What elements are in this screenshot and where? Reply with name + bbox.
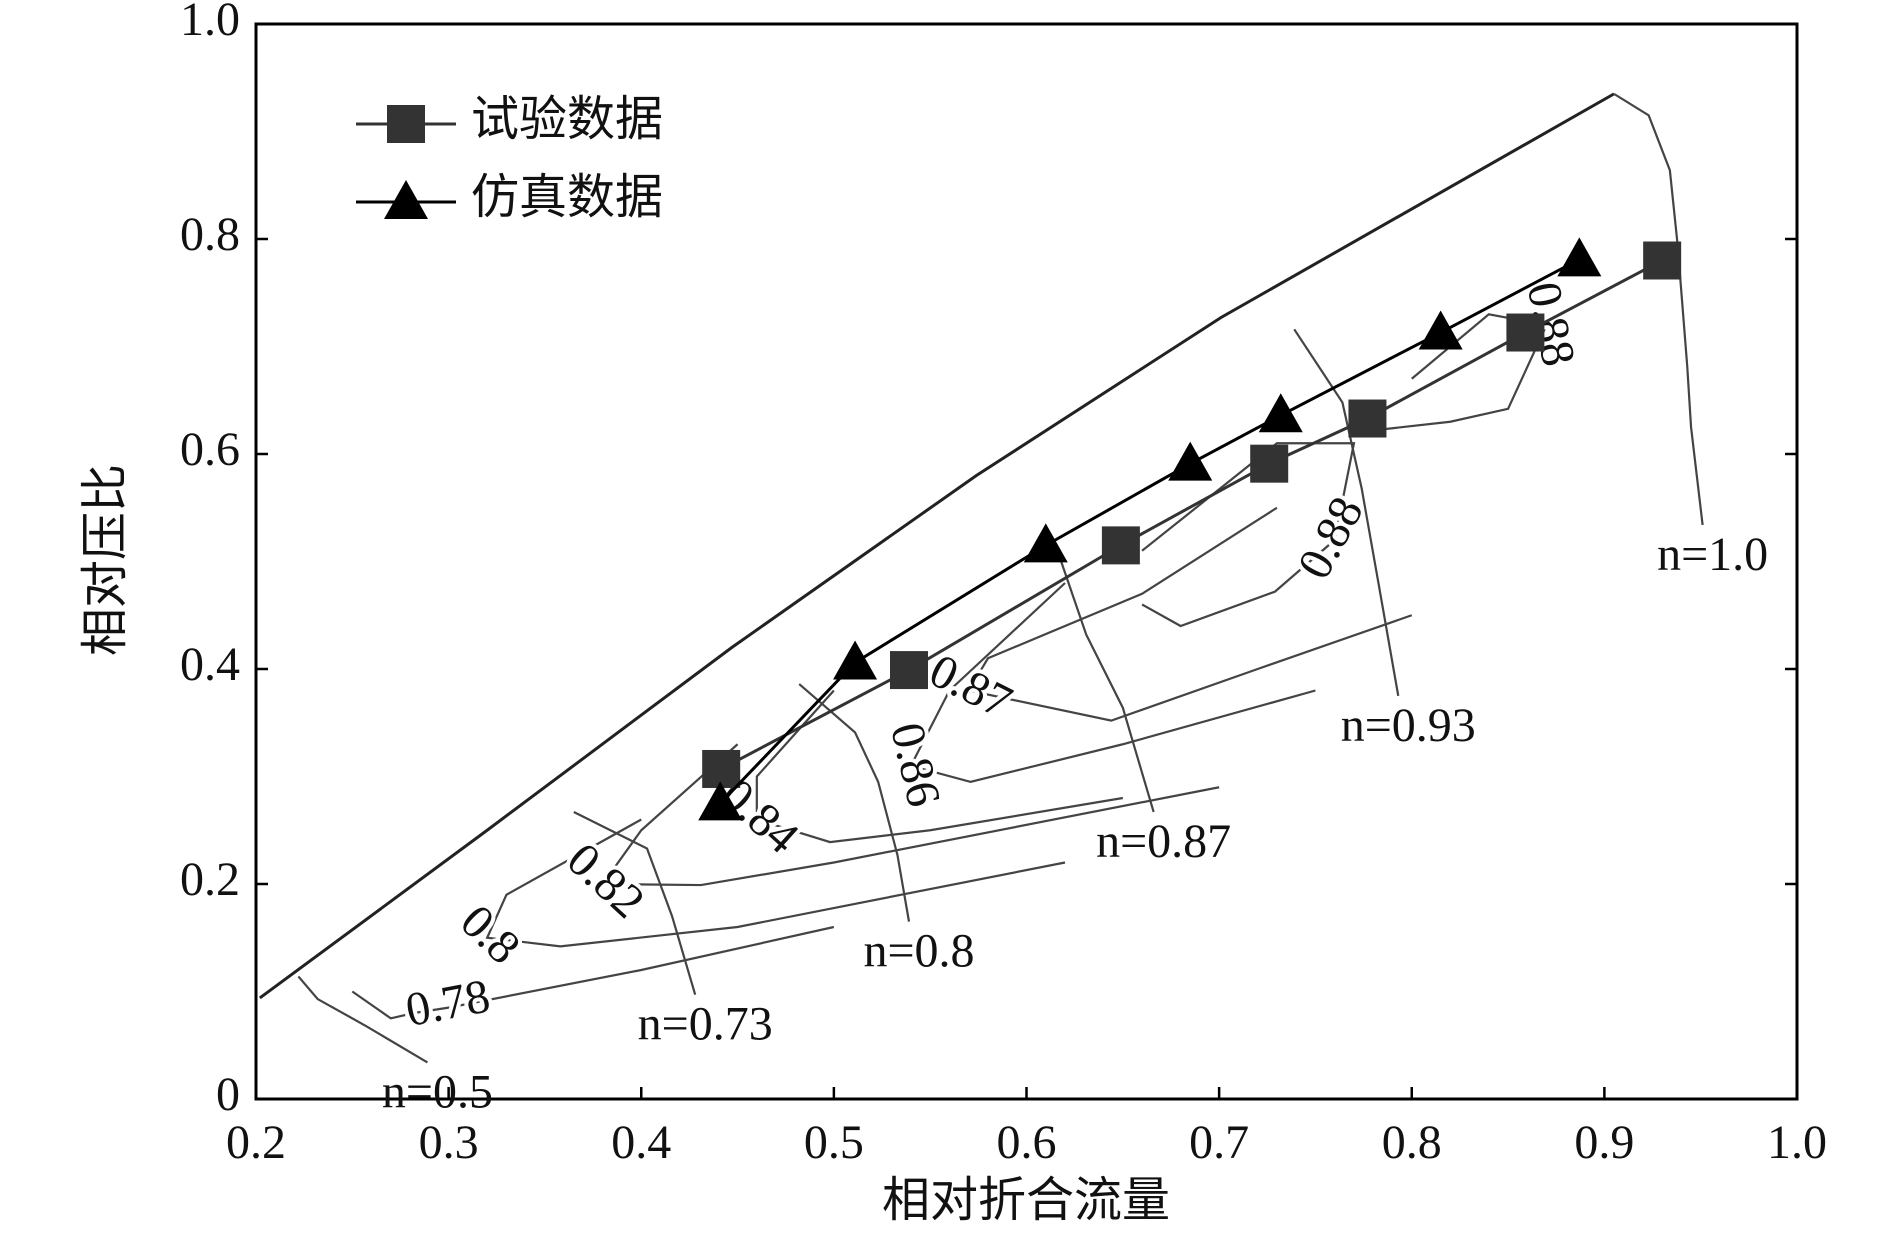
speed-line-label: n=0.8: [863, 925, 974, 978]
speed-line-label: n=0.5: [382, 1065, 493, 1118]
efficiency-contour: [1141, 442, 1356, 628]
x-tick-label: 0.3: [419, 1116, 479, 1169]
x-tick-label: 0.2: [226, 1116, 286, 1169]
speed-line-label: n=1.0: [1657, 528, 1768, 581]
efficiency-contour: [351, 925, 835, 1020]
x-tick-label: 0.5: [804, 1116, 864, 1169]
x-tick-label: 0.4: [611, 1116, 671, 1169]
square-marker: [1643, 241, 1682, 280]
triangle-marker: [1418, 310, 1463, 350]
contour-label: 0.86: [880, 718, 951, 812]
y-tick-label: 1.0: [180, 0, 240, 46]
triangle-marker: [1168, 441, 1213, 481]
square-marker: [1348, 399, 1387, 438]
efficiency-contour: [755, 689, 1123, 844]
speed-line: [1293, 328, 1400, 697]
efficiency-contour: [966, 506, 1413, 722]
square-marker: [1506, 313, 1545, 352]
x-tick-label: 0.8: [1382, 1116, 1442, 1169]
surge-line: [258, 92, 1615, 1000]
speed-line: [798, 683, 911, 922]
y-tick-label: 0.4: [180, 638, 240, 691]
square-marker: [1101, 526, 1140, 565]
plot-frame: [254, 22, 1799, 1101]
contour-label: 0.82: [557, 833, 655, 929]
x-tick-label: 0.6: [997, 1116, 1057, 1169]
y-axis-title: 相对压比: [79, 464, 132, 656]
x-tick-label: 1.0: [1767, 1116, 1827, 1169]
speed-line-label: n=0.93: [1341, 699, 1476, 752]
y-tick-label: 0.8: [180, 208, 240, 261]
contour-label: 0.78: [402, 969, 494, 1037]
triangle-marker: [1023, 523, 1068, 563]
efficiency-contour: [909, 582, 1316, 784]
legend-label: 试验数据: [471, 93, 663, 146]
x-tick-label: 0.9: [1574, 1116, 1634, 1169]
triangle-marker: [1258, 393, 1303, 433]
speed-line-label: n=0.87: [1096, 815, 1231, 868]
speed-line: [1613, 92, 1704, 526]
contour-label: 0.88: [1288, 488, 1374, 587]
efficiency-contour: [485, 818, 1066, 948]
legend-marker: [384, 180, 428, 219]
legend-marker: [387, 105, 425, 143]
efficiency-contour: [1353, 313, 1549, 434]
square-marker: [1250, 444, 1289, 483]
y-tick-label: 0: [216, 1068, 240, 1121]
triangle-marker: [833, 640, 878, 680]
y-tick-label: 0.6: [180, 423, 240, 476]
triangle-marker: [698, 781, 743, 821]
square-marker: [702, 749, 741, 788]
speed-line: [297, 975, 428, 1064]
speed-line: [573, 810, 697, 996]
speed-line: [1060, 561, 1155, 813]
triangle-marker: [1557, 237, 1602, 277]
y-tick-label: 0.2: [180, 853, 240, 906]
x-axis-title: 相对折合流量: [882, 1174, 1170, 1227]
square-marker: [889, 651, 928, 690]
speed-line-label: n=0.73: [638, 998, 773, 1051]
x-tick-label: 0.7: [1189, 1116, 1249, 1169]
legend-label: 仿真数据: [471, 171, 663, 224]
efficiency-contour: [600, 743, 1220, 887]
contour-label: 0.8: [450, 895, 530, 975]
